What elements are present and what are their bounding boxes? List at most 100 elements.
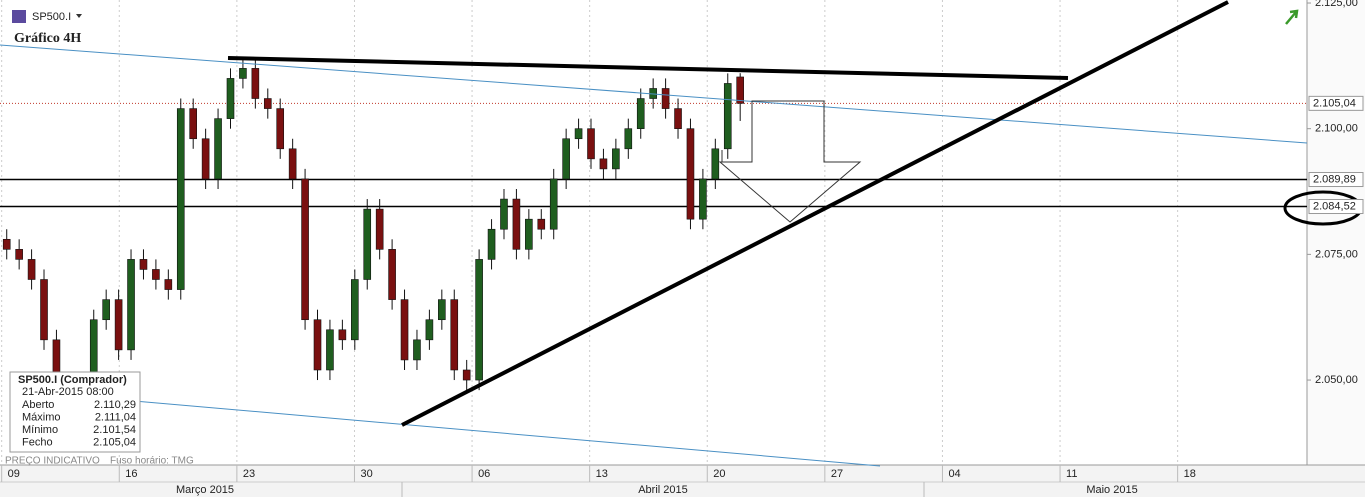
price-tag bbox=[1308, 172, 1364, 188]
symbol[interactable]: SP500.I bbox=[32, 11, 71, 23]
price-label: 2.089,89 bbox=[1313, 173, 1356, 185]
month-label: Abril 2015 bbox=[638, 484, 688, 496]
candle-body bbox=[388, 249, 396, 300]
x-tick-label: 11 bbox=[1066, 468, 1077, 480]
price-label: 2.084,52 bbox=[1313, 200, 1356, 212]
dropdown-caret[interactable] bbox=[76, 14, 82, 18]
y-tick-label: 2.050,00 bbox=[1315, 374, 1358, 386]
footer-note: Fuso horário: TMG bbox=[110, 456, 194, 467]
info-label: Aberto bbox=[22, 399, 54, 411]
y-tick-label: 2.075,00 bbox=[1315, 248, 1358, 260]
candle-body bbox=[139, 259, 148, 270]
candle-body bbox=[226, 78, 235, 119]
candle-body bbox=[462, 369, 471, 381]
x-tick-label: 27 bbox=[831, 468, 843, 480]
arrow-annotation bbox=[718, 100, 862, 223]
candle-body bbox=[201, 138, 210, 180]
x-axis-panel bbox=[0, 465, 1365, 497]
month-label: Maio 2015 bbox=[1086, 484, 1137, 496]
candle-body bbox=[723, 83, 732, 150]
x-tick-label: 13 bbox=[596, 468, 608, 480]
candle-body bbox=[438, 299, 446, 321]
channel-line bbox=[0, 44, 1308, 144]
x-tick-label: 06 bbox=[478, 468, 490, 480]
y-tick-label: 2.100,00 bbox=[1315, 123, 1358, 135]
info-rows: Aberto 2.110,29 Máximo 2.111,04 Mínimo 2.101,… bbox=[22, 399, 136, 449]
x-tick-label: 23 bbox=[243, 468, 255, 480]
candle-body bbox=[512, 198, 521, 250]
info-title: SP500.I (Comprador) bbox=[18, 374, 127, 386]
candle-body bbox=[425, 319, 434, 341]
candle-body bbox=[624, 128, 633, 150]
candle-body bbox=[164, 279, 173, 290]
candle-body bbox=[574, 128, 583, 140]
axis-panel bbox=[1307, 0, 1365, 465]
x-tick-label: 04 bbox=[948, 468, 960, 480]
info-value: 2.111,04 bbox=[95, 411, 136, 423]
candle-body bbox=[549, 178, 558, 230]
candle-body bbox=[15, 249, 23, 260]
candle-body bbox=[661, 88, 670, 109]
trend-icon[interactable] bbox=[1285, 9, 1299, 25]
candle-body bbox=[338, 329, 347, 341]
candle-body bbox=[176, 108, 185, 290]
support-line bbox=[401, 0, 1229, 427]
candle-body bbox=[475, 259, 483, 381]
candle-body bbox=[102, 299, 110, 321]
candle-body bbox=[214, 118, 222, 180]
candle-body bbox=[251, 68, 260, 99]
candle-body bbox=[313, 319, 322, 371]
resistance-line bbox=[227, 56, 1069, 80]
candle-body bbox=[326, 329, 334, 371]
candle-body bbox=[375, 208, 384, 250]
symbol-icon[interactable] bbox=[12, 10, 26, 23]
price-tag bbox=[1308, 95, 1364, 111]
candle-body bbox=[525, 218, 533, 250]
candle-body bbox=[288, 148, 297, 180]
x-tick-label: 09 bbox=[8, 468, 20, 480]
candle-body bbox=[537, 218, 546, 230]
info-value: 2.101,54 bbox=[93, 424, 136, 436]
x-tick-label: 30 bbox=[360, 468, 372, 480]
info-label: Máximo bbox=[22, 411, 61, 423]
candle-body bbox=[363, 208, 372, 280]
candle-body bbox=[239, 68, 247, 79]
candle-body bbox=[301, 178, 309, 321]
price-tag bbox=[1308, 199, 1364, 215]
info-date: 21-Abr-2015 08:00 bbox=[22, 386, 114, 398]
candle-body bbox=[351, 279, 359, 341]
candle-body bbox=[686, 128, 695, 220]
y-tick-label: 2.125,00 bbox=[1315, 0, 1358, 9]
candle-body bbox=[400, 299, 409, 361]
candle-body bbox=[127, 259, 135, 351]
candle-body bbox=[699, 178, 707, 220]
x-tick-label: 16 bbox=[125, 468, 137, 480]
candle-body bbox=[612, 148, 620, 170]
candle-body bbox=[114, 299, 123, 351]
x-tick-label: 18 bbox=[1184, 468, 1196, 480]
candle-body bbox=[40, 279, 48, 341]
candle-body bbox=[2, 238, 11, 250]
candle-body bbox=[413, 339, 421, 361]
chart-title: Gráfico 4H bbox=[14, 31, 81, 46]
candle-body bbox=[276, 108, 285, 150]
info-value: 2.110,29 bbox=[94, 399, 136, 411]
candle-body bbox=[711, 148, 720, 180]
info-value: 2.105,04 bbox=[93, 436, 136, 448]
info-label: Mínimo bbox=[22, 424, 58, 436]
candle-body bbox=[674, 108, 682, 129]
info-box bbox=[9, 371, 141, 453]
candle-body bbox=[487, 228, 496, 260]
price-label: 2.105,04 bbox=[1313, 97, 1356, 109]
candle-body bbox=[599, 158, 608, 170]
footer-note: PREÇO INDICATIVO bbox=[5, 456, 100, 467]
candle-body bbox=[562, 138, 570, 180]
candle-body bbox=[189, 108, 197, 140]
candle-body bbox=[736, 76, 744, 104]
candle-body bbox=[450, 299, 459, 371]
x-tick-label: 20 bbox=[713, 468, 725, 480]
candle-body bbox=[27, 259, 36, 280]
